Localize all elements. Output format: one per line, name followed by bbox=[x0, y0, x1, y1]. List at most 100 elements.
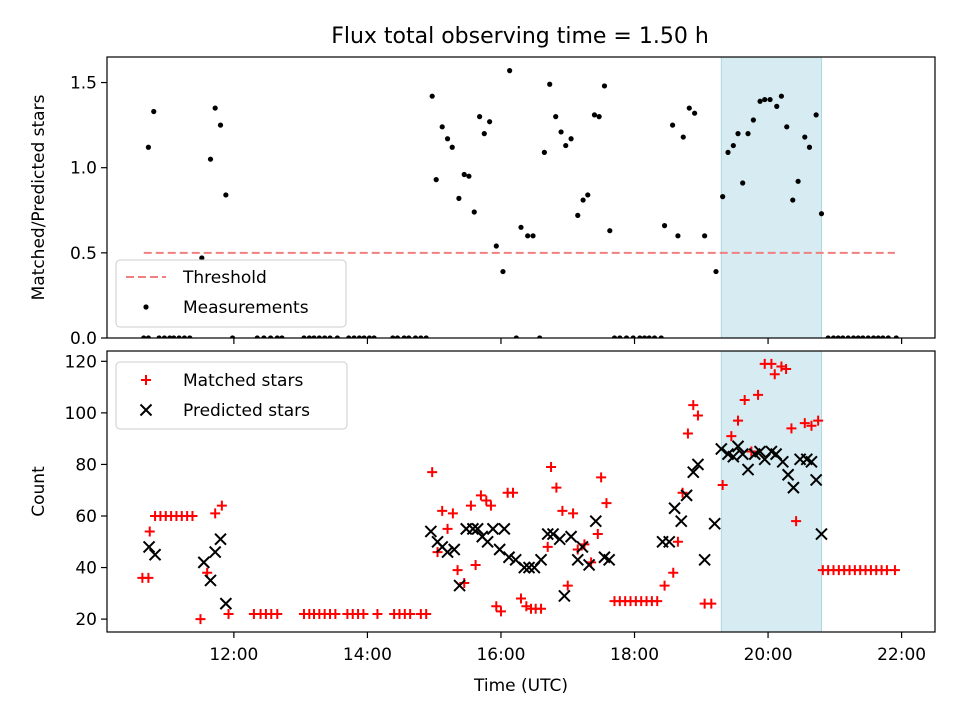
predicted-star-point bbox=[197, 556, 211, 569]
matched-star-point bbox=[542, 541, 553, 552]
legend-box bbox=[115, 361, 348, 430]
y-tick-label: 1.0 bbox=[70, 159, 97, 179]
measurement-point bbox=[845, 335, 851, 338]
plot-area bbox=[137, 358, 900, 625]
matched-star-point bbox=[786, 423, 797, 434]
axes-frame bbox=[106, 56, 936, 339]
measurement-point bbox=[171, 335, 177, 338]
predicted-star-point bbox=[424, 525, 438, 538]
predicted-star-point bbox=[815, 527, 828, 541]
predicted-star-point bbox=[727, 450, 740, 463]
measurement-point bbox=[306, 335, 312, 338]
measurement-point bbox=[541, 149, 547, 155]
y-tick-label: 60 bbox=[75, 507, 97, 527]
x-tick-label: 16:00 bbox=[476, 645, 525, 665]
matched-star-point bbox=[144, 526, 155, 537]
measurement-point bbox=[212, 105, 218, 111]
predicted-star-point bbox=[204, 574, 217, 587]
measurement-point bbox=[893, 335, 899, 338]
predicted-star-point bbox=[518, 561, 531, 574]
measurement-point bbox=[575, 212, 581, 218]
predicted-star-point bbox=[776, 455, 789, 469]
measurement-point bbox=[675, 233, 681, 239]
measurement-point bbox=[401, 335, 407, 338]
measurement-point bbox=[371, 335, 377, 338]
measurement-point bbox=[151, 108, 157, 115]
predicted-star-point bbox=[741, 463, 755, 476]
measurement-point bbox=[444, 136, 451, 142]
predicted-star-point bbox=[753, 445, 767, 458]
matched-star-point bbox=[781, 364, 792, 375]
matched-star-point bbox=[465, 500, 476, 511]
measurement-point bbox=[223, 192, 229, 198]
predicted-star-point bbox=[687, 465, 700, 479]
ratio-panel: 0.0 0.5 1.0 1.5 Matched/Predicted stars Thres… bbox=[29, 56, 936, 349]
matched-star-point bbox=[223, 608, 234, 619]
legend-threshold-label: Threshold bbox=[182, 268, 267, 288]
predicted-star-point bbox=[736, 447, 749, 461]
matched-star-point bbox=[813, 415, 824, 426]
matched-star-point bbox=[733, 415, 744, 426]
legend: Threshold Measurements bbox=[115, 259, 347, 328]
measurement-point bbox=[774, 103, 780, 109]
matched-star-point bbox=[659, 580, 670, 591]
x-tick-label: 22:00 bbox=[877, 645, 926, 665]
measurement-point bbox=[217, 122, 224, 128]
measurement-point bbox=[767, 96, 773, 103]
measurement-point bbox=[855, 335, 861, 338]
predicted-star-point bbox=[691, 458, 705, 471]
matched-star-point bbox=[452, 565, 463, 576]
measurement-point bbox=[530, 233, 536, 239]
predicted-star-point bbox=[576, 540, 589, 554]
y-tick-label: 0.5 bbox=[70, 244, 97, 264]
matched-star-point bbox=[372, 608, 383, 619]
measurement-point bbox=[301, 335, 307, 338]
predicted-star-point bbox=[564, 530, 578, 543]
count-panel: 20 40 60 80 100 120 12:00 14:00 16:00 18:00 20:00 2… bbox=[29, 350, 936, 696]
x-axis-label: Time (UTC) bbox=[473, 676, 568, 696]
measurement-point bbox=[547, 81, 553, 87]
measurement-point bbox=[507, 68, 513, 74]
legend-matched-label: Matched stars bbox=[183, 371, 303, 391]
matched-star-point bbox=[596, 472, 607, 483]
predicted-star-point bbox=[466, 522, 480, 536]
measurement-point bbox=[351, 335, 357, 338]
measurement-point bbox=[423, 335, 429, 338]
measurement-point bbox=[361, 335, 367, 338]
matched-star-point bbox=[210, 508, 221, 519]
measurement-point bbox=[311, 335, 317, 338]
measurement-point bbox=[471, 209, 477, 215]
measurement-point bbox=[481, 131, 487, 137]
measurement-point bbox=[254, 335, 260, 338]
measurement-point bbox=[757, 98, 763, 104]
matched-star-point bbox=[485, 500, 496, 511]
measurement-point bbox=[406, 335, 412, 338]
matched-star-point bbox=[551, 482, 562, 493]
measurement-point bbox=[686, 105, 692, 111]
matched-star-point bbox=[668, 567, 679, 578]
measurement-point bbox=[518, 224, 524, 230]
matched-star-point bbox=[475, 490, 486, 501]
y-axis-label: Matched/Predicted stars bbox=[29, 94, 49, 300]
predicted-star-point bbox=[522, 561, 536, 574]
measurement-point bbox=[418, 335, 424, 338]
matched-star-point bbox=[791, 516, 802, 527]
measurement-point bbox=[161, 335, 168, 338]
measurement-point bbox=[500, 268, 506, 275]
axes-frame bbox=[106, 350, 936, 633]
matched-star-point bbox=[427, 467, 438, 478]
measurement-point bbox=[439, 124, 445, 130]
measurement-point bbox=[537, 335, 543, 338]
predicted-star-point bbox=[558, 589, 571, 603]
chart-title: Flux total observing time = 1.50 h bbox=[331, 24, 709, 49]
predicted-star-point bbox=[546, 527, 560, 541]
predicted-star-point bbox=[219, 597, 233, 610]
measurement-point bbox=[646, 335, 652, 338]
measurement-point bbox=[601, 83, 608, 89]
measurement-point bbox=[449, 144, 455, 150]
measurement-point bbox=[658, 335, 664, 338]
legend: Matched stars Predicted stars bbox=[115, 361, 348, 430]
legend-matched-swatch bbox=[141, 375, 151, 385]
legend-measurement-swatch bbox=[143, 304, 149, 310]
